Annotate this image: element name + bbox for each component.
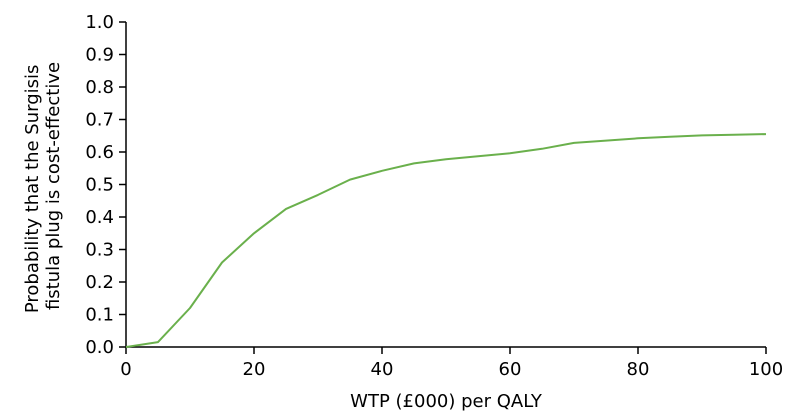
y-tick-label: 0.1 — [85, 305, 114, 326]
y-tick-label: 0.8 — [85, 77, 114, 98]
y-axis-title: Probability that the Surgisis fistula pl… — [22, 59, 64, 313]
y-tick-label: 0.5 — [85, 175, 114, 196]
y-tick-label: 0.9 — [85, 45, 114, 66]
y-tick-label: 0.6 — [85, 142, 114, 163]
y-tick-label: 0.0 — [85, 337, 114, 358]
x-tick-label: 20 — [243, 359, 266, 380]
x-tick-label: 80 — [627, 359, 650, 380]
y-tick-label: 1.0 — [85, 12, 114, 33]
y-tick-label: 0.2 — [85, 272, 114, 293]
y-tick-label: 0.7 — [85, 110, 114, 131]
y-tick-label: 0.4 — [85, 207, 114, 228]
series-layer — [125, 133, 767, 348]
x-axis-title: WTP (£000) per QALY — [350, 391, 543, 412]
y-axis-title-line-1: Probability that the Surgisis — [22, 65, 43, 314]
y-tick-label: 0.3 — [85, 240, 114, 261]
x-axis: 0 20 40 60 80 100 — [120, 346, 783, 380]
series-line — [125, 133, 767, 348]
x-tick-label: 100 — [749, 359, 783, 380]
y-axis: 0.0 0.1 0.2 0.3 0.4 0.5 0.6 0.7 0.8 0.9 1.0 — [85, 12, 127, 358]
x-tick-label: 0 — [120, 359, 131, 380]
x-tick-label: 60 — [499, 359, 522, 380]
y-axis-title-line-2: fistula plug is cost-effective — [43, 62, 64, 310]
x-tick-label: 40 — [371, 359, 394, 380]
